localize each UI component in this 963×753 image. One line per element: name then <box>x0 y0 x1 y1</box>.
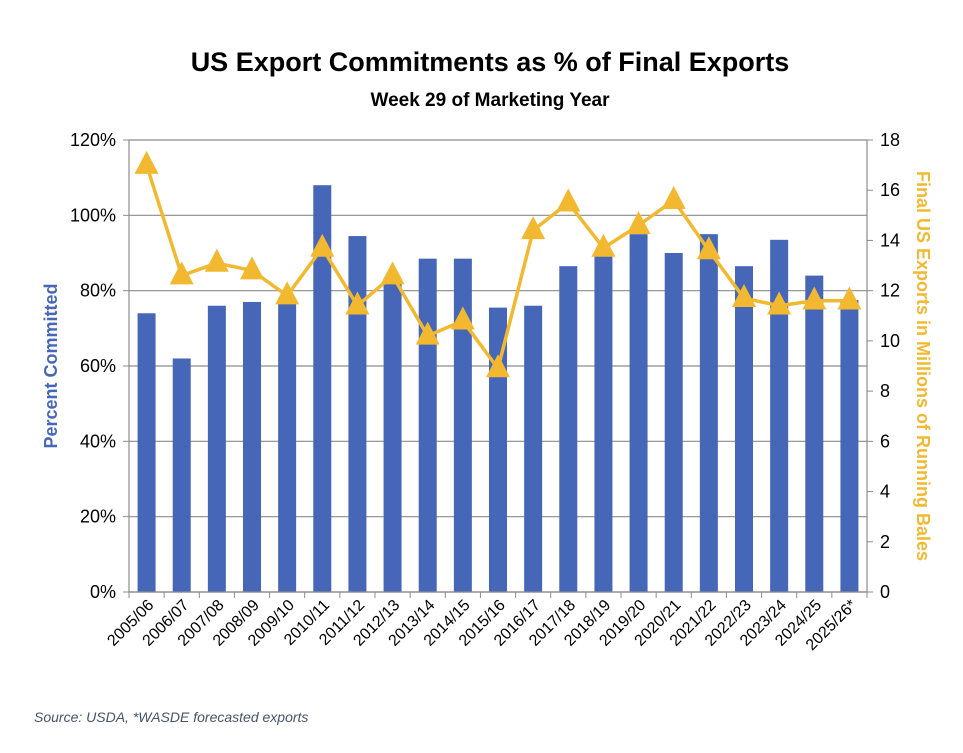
left-axis-label: Percent Committed <box>41 283 61 448</box>
right-y-tick-label: 0 <box>880 582 890 602</box>
left-y-tick-label: 0% <box>90 582 116 602</box>
left-y-tick-label: 40% <box>80 431 116 451</box>
left-y-tick-labels: 0% 20% 40% 60% 80% 100% 120% <box>70 130 116 602</box>
left-y-tick-label: 120% <box>70 130 116 150</box>
line-marker-triangle <box>275 281 300 305</box>
line-marker-triangle <box>310 233 335 257</box>
bar <box>840 300 859 592</box>
bar <box>770 239 789 593</box>
line-marker-triangle <box>626 211 651 235</box>
line-marker-triangle <box>556 188 581 212</box>
line-marker-triangle <box>134 150 159 174</box>
line-marker-triangle <box>591 233 616 257</box>
bar <box>453 258 472 592</box>
bar <box>805 275 824 592</box>
line-marker-triangle <box>486 354 510 378</box>
bar <box>524 305 543 592</box>
bar <box>664 253 683 592</box>
right-y-tick-label: 6 <box>880 431 890 451</box>
left-y-tick-label: 80% <box>80 281 116 301</box>
bar <box>735 266 753 592</box>
right-y-tick-label: 16 <box>880 180 900 200</box>
source-note: Source: USDA, *WASDE forecasted exports <box>34 709 308 725</box>
bar <box>172 358 191 592</box>
right-y-tick-label: 8 <box>880 381 890 401</box>
bar-series <box>137 185 859 593</box>
bar <box>348 236 367 593</box>
right-y-tick-label: 4 <box>880 482 890 502</box>
right-y-tick-label: 14 <box>880 230 900 250</box>
line-marker-triangle <box>767 291 792 315</box>
line-marker-triangle <box>521 216 546 240</box>
bar <box>594 254 613 592</box>
bar <box>559 266 578 592</box>
bar <box>278 298 297 592</box>
left-y-tick-label: 100% <box>70 205 116 225</box>
bar <box>313 185 332 592</box>
bar <box>418 258 437 592</box>
line-marker-triangle <box>837 286 862 310</box>
bar <box>137 313 156 592</box>
line-marker-triangle <box>169 261 194 285</box>
right-y-tick-label: 12 <box>880 281 900 301</box>
left-y-tick-label: 60% <box>80 356 116 376</box>
right-y-tick-label: 18 <box>880 130 900 150</box>
line-marker-triangle <box>415 321 440 345</box>
right-y-tick-label: 2 <box>880 532 890 552</box>
right-y-tick-label: 10 <box>880 331 900 351</box>
x-tick-labels: 2005/062006/072007/082008/092009/102010/… <box>104 597 860 654</box>
line-marker-triangle <box>345 291 370 315</box>
line-marker-triangle <box>696 236 721 260</box>
bar <box>207 305 226 592</box>
line-series <box>134 150 862 378</box>
line-marker-triangle <box>380 261 405 285</box>
line-marker-triangle <box>204 248 229 272</box>
bar <box>383 283 402 592</box>
right-y-tick-labels: 0 2 4 6 8 10 12 14 16 18 <box>880 130 900 602</box>
chart-title: US Export Commitments as % of Final Expo… <box>191 47 790 77</box>
bar <box>699 234 718 592</box>
line-marker-triangle <box>732 283 756 307</box>
right-axis-label: Final US Exports in Millions of Running … <box>913 171 933 561</box>
line-marker-triangle <box>661 186 686 210</box>
bar <box>489 307 507 592</box>
chart-subtitle: Week 29 of Marketing Year <box>370 90 610 111</box>
left-y-tick-label: 20% <box>80 507 116 527</box>
bar <box>629 234 648 592</box>
line-marker-triangle <box>450 306 475 330</box>
line-marker-triangle <box>802 286 827 310</box>
bar <box>243 301 261 592</box>
axes <box>123 139 873 598</box>
line-marker-triangle <box>240 256 264 280</box>
